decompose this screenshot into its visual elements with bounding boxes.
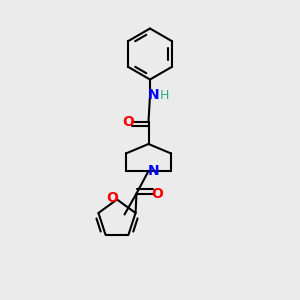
Text: N: N — [148, 164, 160, 178]
Text: H: H — [160, 89, 169, 102]
Text: O: O — [106, 191, 118, 205]
Text: O: O — [151, 187, 163, 200]
Text: N: N — [148, 88, 159, 102]
Text: O: O — [122, 115, 134, 128]
